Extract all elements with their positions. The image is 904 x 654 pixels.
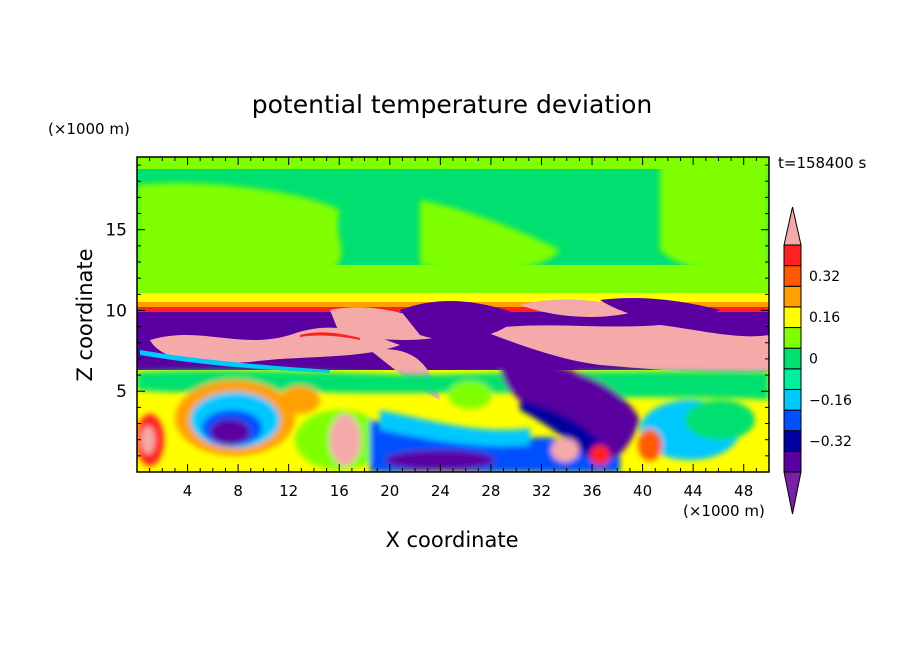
y-ticks: 5 10 15 [105, 164, 769, 457]
band-yellow [137, 293, 769, 302]
colorbar-tick-label: −0.32 [809, 434, 852, 450]
colorbar-swatch [783, 450, 802, 473]
patch-green-1 [137, 182, 342, 281]
purple-2 [600, 298, 720, 321]
colorbar-swatch [783, 368, 802, 390]
colorbar-swatch [783, 265, 802, 287]
x-tick-label: 32 [532, 482, 551, 500]
colorbar-tick-label: 0.32 [809, 269, 840, 285]
x-axis-label: X coordinate [385, 528, 518, 552]
x-unit-label: (×1000 m) [683, 502, 765, 520]
eddy-pink-6 [551, 438, 579, 462]
eddy-pink-2 [329, 414, 361, 466]
eddy-purple-tongue [500, 360, 640, 459]
eddy-pink-5 [141, 426, 155, 454]
colorbar-tick-label: 0.16 [809, 310, 840, 326]
eddy-blue-tongue [520, 400, 610, 460]
x-tick-label: 16 [330, 482, 349, 500]
x-tick-label: 20 [380, 482, 399, 500]
colorbar-swatch [783, 285, 802, 308]
purple-1 [400, 300, 520, 340]
eddy-cyan-wave [380, 410, 530, 447]
x-tick-label: 28 [481, 482, 500, 500]
x-tick-label: 36 [582, 482, 601, 500]
heatmap-field [137, 157, 769, 472]
y-tick-label: 15 [105, 221, 127, 241]
y-tick-label: 10 [105, 301, 127, 321]
x-tick-label: 48 [734, 482, 753, 500]
colorbar-tick-label: −0.16 [809, 393, 852, 409]
colorbar-swatch [783, 306, 802, 329]
red-streak-1 [300, 332, 360, 340]
band-top-light [137, 157, 769, 169]
x-tick-label: 40 [633, 482, 652, 500]
colorbar-swatch [783, 430, 802, 452]
pink-4 [480, 325, 769, 373]
eddy-green-4 [685, 400, 755, 440]
eddy-red-8 [638, 429, 662, 461]
colorbar-swatch [783, 409, 802, 432]
colorbar-swatch [783, 388, 802, 411]
eddy-green-10 [448, 381, 492, 409]
colorbar-tick-label: 0 [809, 352, 818, 368]
x-tick-label: 12 [279, 482, 298, 500]
y-tick-label: 5 [116, 382, 127, 402]
colorbar-max-arrow [783, 206, 802, 246]
x-tick-label: 4 [183, 482, 193, 500]
chart-title: potential temperature deviation [252, 90, 652, 119]
x-ticks: 4 8 12 16 20 24 28 32 36 40 44 48 [149, 157, 757, 500]
colorbar-swatch [783, 347, 802, 370]
x-tick-label: 8 [233, 482, 243, 500]
x-tick-label: 24 [431, 482, 450, 500]
colorbar-swatch [783, 327, 802, 349]
y-axis-label: Z coordinate [73, 248, 97, 381]
colorbar-swatch [783, 244, 802, 267]
x-tick-label: 44 [684, 482, 703, 500]
patch-green-3 [660, 165, 769, 272]
eddy-red-7 [590, 445, 610, 465]
time-label: t=158400 s [778, 154, 866, 172]
colorbar-min-arrow [783, 471, 802, 515]
colorbar: 0.32 0.16 0 −0.16 −0.32 [783, 206, 852, 515]
patch-green-2 [420, 200, 560, 272]
eddy-purple-3 [385, 450, 495, 470]
y-unit-label: (×1000 m) [48, 120, 130, 138]
eddy-orange-9 [280, 386, 320, 414]
eddy-purple-1 [210, 419, 250, 445]
cyan-streak-1 [140, 350, 330, 373]
